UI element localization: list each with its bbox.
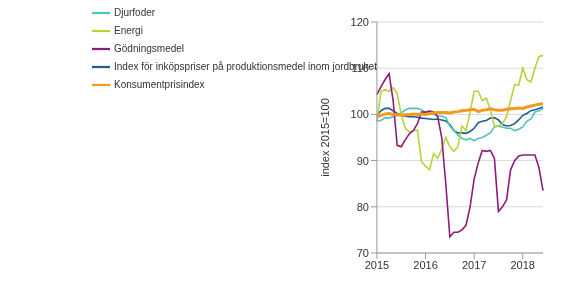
- svg-text:110: 110: [351, 62, 369, 74]
- svg-text:2015: 2015: [365, 259, 389, 271]
- svg-text:100: 100: [351, 108, 369, 120]
- svg-text:2018: 2018: [511, 259, 535, 271]
- svg-text:2016: 2016: [413, 259, 437, 271]
- svg-text:80: 80: [357, 201, 369, 213]
- svg-text:90: 90: [357, 155, 369, 167]
- svg-text:120: 120: [351, 16, 369, 28]
- svg-text:70: 70: [357, 247, 369, 259]
- svg-text:2017: 2017: [462, 259, 486, 271]
- svg-text:index 2015=100: index 2015=100: [319, 98, 331, 177]
